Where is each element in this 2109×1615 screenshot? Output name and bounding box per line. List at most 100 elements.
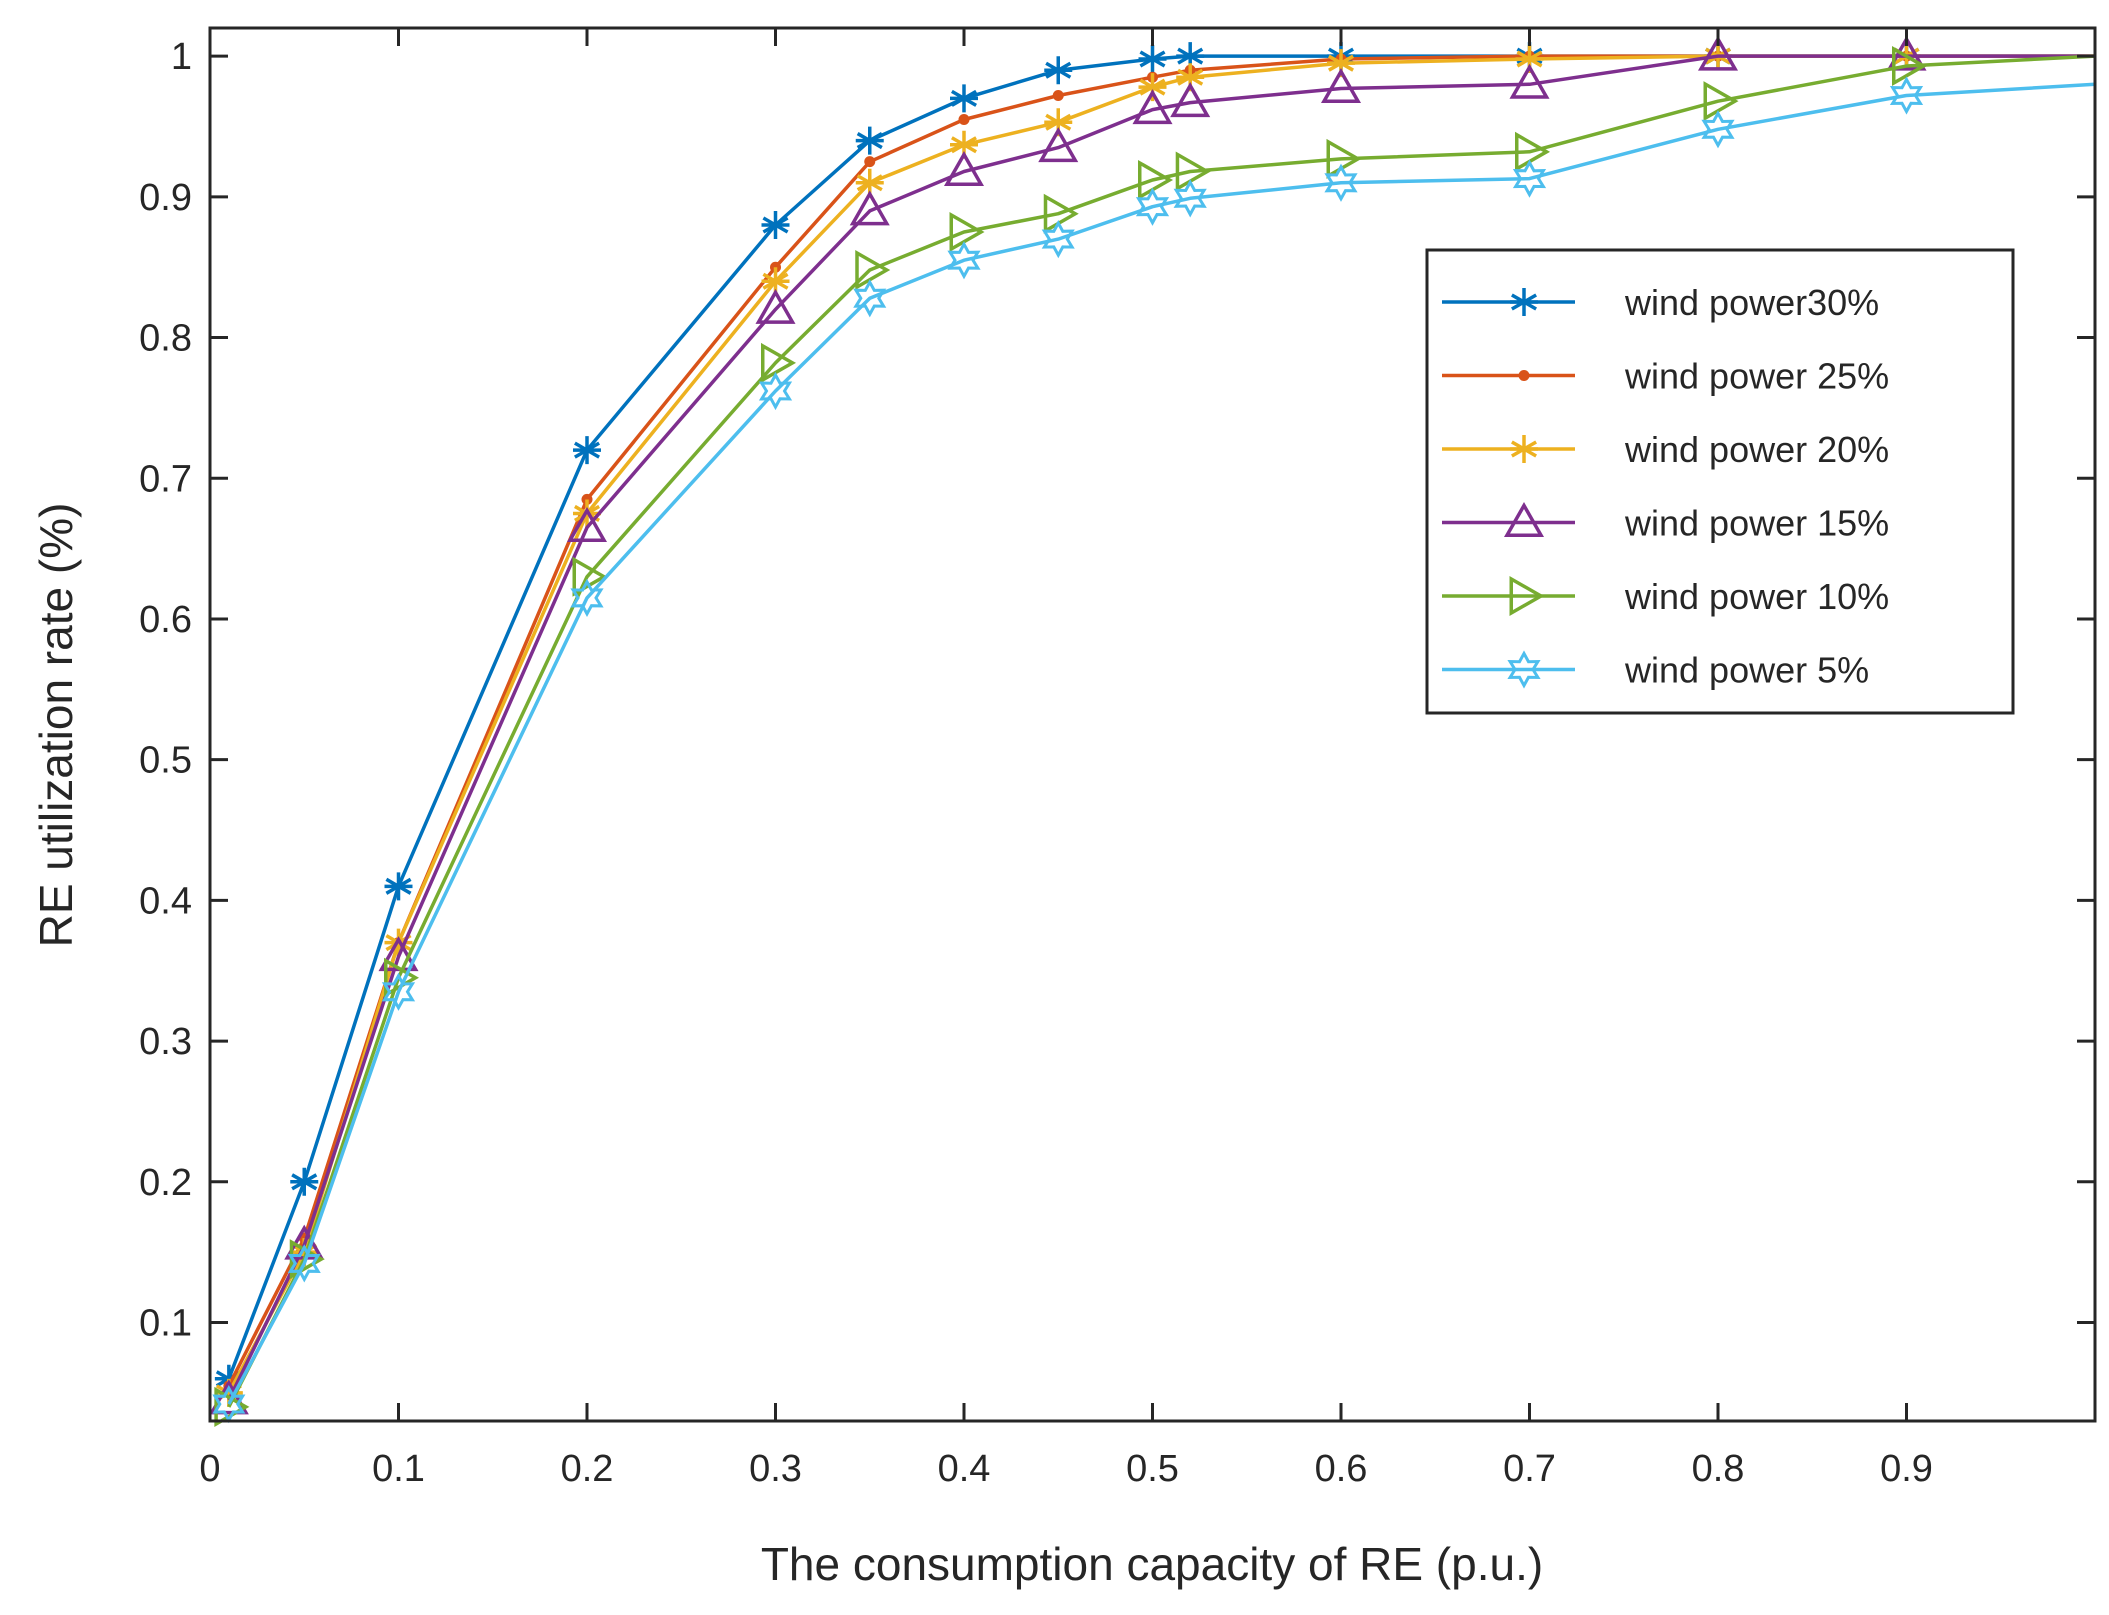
data-point <box>949 212 985 253</box>
data-point <box>1892 45 1928 87</box>
data-point <box>1043 193 1079 234</box>
data-point <box>1041 219 1075 259</box>
data-point <box>581 493 593 505</box>
data-point <box>1038 127 1079 163</box>
data-point <box>566 506 608 543</box>
y-tick-label: 0.9 <box>139 177 192 219</box>
axes-layer: 0 0.1 0.2 0.3 0.4 0.5 0.6 0.7 0.8 0.9 0.1 0.2 0.3 0.4… <box>139 28 2095 1490</box>
data-point <box>1044 56 1073 85</box>
x-tick-label: 0.3 <box>749 1448 802 1490</box>
legend-label: wind power 5% <box>1624 650 1869 691</box>
data-point <box>1515 44 1544 73</box>
legend-label: wind power 15% <box>1624 503 1889 544</box>
y-tick-label: 1 <box>171 36 192 78</box>
legend-item: wind power 10% <box>1442 575 1889 617</box>
data-point <box>761 342 797 383</box>
data-point <box>1515 131 1551 172</box>
legend-item: wind power 20% <box>1442 429 1889 470</box>
y-tick-label: 0.3 <box>139 1021 192 1063</box>
series-line <box>227 54 2096 1408</box>
data-point <box>758 371 793 411</box>
legend-item: wind power 15% <box>1442 501 1889 544</box>
data-point <box>1052 90 1064 102</box>
data-point <box>214 1364 243 1393</box>
y-tick-label: 0.1 <box>139 1303 192 1345</box>
data-point <box>381 972 416 1011</box>
x-axis-label: The consumption capacity of RE (p.u.) <box>761 1538 1543 1590</box>
legend-label: wind power 20% <box>1624 429 1889 470</box>
data-point <box>290 1167 319 1196</box>
data-point <box>384 872 413 901</box>
data-point <box>1889 76 1924 115</box>
y-axis-label: RE utilization rate (%) <box>30 503 82 948</box>
data-point <box>950 130 978 159</box>
data-point <box>1138 159 1174 200</box>
series-line <box>227 54 2095 1401</box>
data-point <box>1886 35 1927 71</box>
data-point <box>855 250 891 291</box>
legend-marker <box>1507 650 1541 689</box>
y-tick-label: 0.6 <box>139 599 192 641</box>
legend-item: wind power 5% <box>1442 650 1869 691</box>
data-point <box>1135 187 1170 226</box>
data-point <box>290 1238 319 1267</box>
y-tick-label: 0.2 <box>139 1162 192 1204</box>
data-point <box>214 1378 243 1407</box>
x-tick-label: 0.8 <box>1692 1448 1745 1490</box>
y-tick-label: 0.7 <box>139 458 192 500</box>
data-point <box>1703 81 1739 122</box>
legend-label: wind power 10% <box>1624 576 1889 617</box>
series-layer <box>208 35 2096 1427</box>
y-tick-label: 0.8 <box>139 318 192 360</box>
legend-marker <box>1510 435 1538 463</box>
data-point <box>1132 89 1173 125</box>
x-tick-label: 0.2 <box>561 1448 614 1490</box>
data-point <box>855 126 884 155</box>
data-point <box>287 1244 321 1283</box>
data-point <box>1176 63 1205 92</box>
data-point <box>1044 108 1073 137</box>
x-tick-label: 0.9 <box>1880 1448 1933 1490</box>
data-point <box>761 267 790 296</box>
data-point <box>573 436 601 465</box>
data-point <box>950 84 978 113</box>
plot-frame <box>208 26 2097 1423</box>
data-point <box>1326 138 1362 179</box>
data-point <box>1512 159 1547 198</box>
x-tick-label: 0.7 <box>1503 1448 1556 1490</box>
data-point <box>855 168 884 197</box>
data-point <box>1175 151 1211 192</box>
x-tick-label: 0.4 <box>938 1448 991 1490</box>
data-point <box>770 261 781 273</box>
x-tick-label: 0 <box>199 1448 220 1490</box>
data-point <box>208 1379 249 1415</box>
data-point <box>1138 73 1167 102</box>
data-point <box>853 279 887 318</box>
data-point <box>570 578 604 618</box>
legend-label: wind power30% <box>1624 282 1879 323</box>
data-point <box>943 150 985 187</box>
data-point <box>1173 179 1207 218</box>
legend-marker <box>1518 370 1530 381</box>
data-point <box>755 288 796 324</box>
legend-marker <box>1509 575 1545 617</box>
x-tick-label: 0.6 <box>1315 1448 1368 1490</box>
data-point <box>1509 63 1550 99</box>
data-point <box>947 241 981 280</box>
data-point <box>1327 49 1355 78</box>
data-point <box>864 156 876 168</box>
data-point <box>1170 82 1211 118</box>
data-point <box>1324 163 1358 202</box>
legend-item: wind power30% <box>1442 282 1879 323</box>
data-point <box>1320 67 1362 104</box>
series-line <box>227 82 2096 1405</box>
x-tick-label: 0.5 <box>1126 1448 1179 1490</box>
data-point <box>761 210 790 239</box>
legend: wind power30% wind power 25% wind power 20… <box>1425 248 2015 715</box>
data-point <box>1701 110 1735 149</box>
x-tick-label: 0.1 <box>372 1448 425 1490</box>
data-point <box>1176 42 1205 71</box>
y-tick-label: 0.4 <box>139 880 192 922</box>
data-point <box>849 190 890 226</box>
